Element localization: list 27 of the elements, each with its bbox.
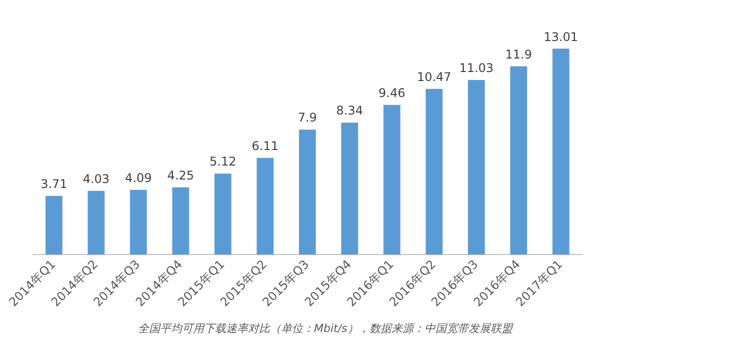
bar (172, 187, 190, 255)
bar (298, 130, 316, 255)
bar (468, 80, 485, 255)
bar (130, 190, 147, 255)
data-label: 11.9 (505, 47, 532, 62)
bar (383, 104, 400, 255)
bar (510, 66, 528, 255)
data-label: 3.71 (40, 177, 68, 192)
text: 全国平均可用下载速率对比（单位：Mbit/s），数据来源：中国宽带发展联盟 (138, 321, 514, 336)
data-label: 11.03 (459, 61, 494, 76)
bar (45, 196, 62, 255)
data-label: 13.01 (544, 30, 578, 44)
bar (341, 122, 358, 255)
bar (214, 174, 232, 255)
data-label: 7.9 (298, 110, 317, 125)
bar (552, 48, 570, 255)
bar (426, 88, 443, 255)
data-label: 5.12 (210, 154, 236, 169)
data-label: 4.03 (82, 172, 110, 186)
bar (256, 158, 274, 255)
bar (88, 190, 105, 255)
data-label: 9.46 (378, 86, 406, 100)
data-label: 8.34 (336, 104, 364, 118)
data-label: 10.47 (416, 70, 452, 84)
data-label: 4.09 (125, 171, 152, 186)
data-label: 6.11 (252, 139, 279, 154)
data-label: 4.25 (167, 168, 194, 182)
